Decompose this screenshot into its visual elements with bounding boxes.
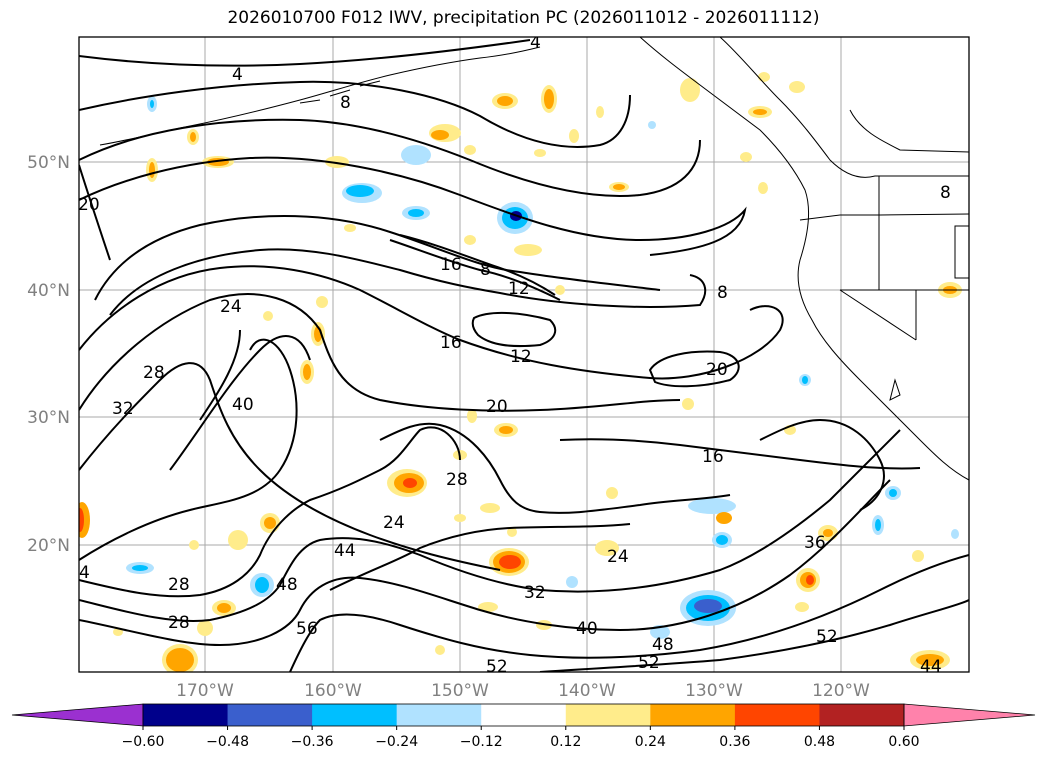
lon-label: 150°W bbox=[431, 681, 489, 700]
colorbar-tick-label: −0.12 bbox=[460, 734, 503, 750]
contour-label: 24 bbox=[607, 547, 629, 567]
contour-label: 20 bbox=[706, 360, 728, 380]
contour-label: 8 bbox=[940, 183, 951, 203]
contour-label: 32 bbox=[112, 399, 134, 419]
lat-label: 50°N bbox=[27, 153, 70, 173]
plot-title: 2026010700 F012 IWV, precipitation PC (2… bbox=[227, 8, 820, 28]
contour-label: 24 bbox=[383, 513, 405, 533]
contour-label: 44 bbox=[920, 657, 942, 677]
contour-label: 48 bbox=[652, 635, 674, 655]
colorbar-tick-label: −0.48 bbox=[206, 734, 249, 750]
contour-label: 48 bbox=[276, 575, 298, 595]
contour-label: 40 bbox=[232, 395, 254, 415]
graticule bbox=[79, 37, 969, 672]
contour-label: 52 bbox=[486, 657, 508, 677]
lat-label: 20°N bbox=[27, 536, 70, 556]
colorbar-tick-label: −0.24 bbox=[375, 734, 418, 750]
contour-label: 32 bbox=[524, 583, 546, 603]
contour-label: 52 bbox=[638, 653, 660, 673]
colorbar-segment bbox=[481, 704, 567, 726]
contour-label: 52 bbox=[816, 627, 838, 647]
colorbar-segment bbox=[143, 704, 229, 726]
contour-label: 4 bbox=[232, 65, 243, 85]
lat-labels: 50°N 40°N 30°N 20°N bbox=[27, 153, 70, 556]
colorbar-tick-label: 0.48 bbox=[804, 734, 835, 750]
contour-label: 8 bbox=[480, 260, 491, 280]
lon-label: 120°W bbox=[812, 681, 870, 700]
colorbar-tick-label: 0.24 bbox=[635, 734, 666, 750]
contour-label: 8 bbox=[340, 93, 351, 113]
contour-label: 4 bbox=[79, 563, 90, 583]
colorbar-segment bbox=[312, 704, 398, 726]
contour-label: 16 bbox=[440, 255, 462, 275]
colorbar-extend-high bbox=[903, 703, 1036, 727]
colorbar-segment bbox=[734, 704, 820, 726]
colorbar-segment bbox=[396, 704, 482, 726]
contour-labels: 4 4 8 20 24 28 32 40 16 16 12 8 12 8 20 … bbox=[78, 33, 951, 677]
colorbar-segment bbox=[565, 704, 651, 726]
contour-label: 16 bbox=[440, 333, 462, 353]
contour-label: 40 bbox=[576, 619, 598, 639]
contour-label: 36 bbox=[804, 533, 826, 553]
colorbar-tick-label: 0.36 bbox=[719, 734, 750, 750]
contour-label: 44 bbox=[334, 541, 356, 561]
colorbar-tick-label: −0.36 bbox=[291, 734, 334, 750]
contour-label: 20 bbox=[486, 397, 508, 417]
colorbar-segment bbox=[227, 704, 313, 726]
colorbar-segments bbox=[11, 703, 1036, 727]
map-panel: 4 4 8 20 24 28 32 40 16 16 12 8 12 8 20 … bbox=[27, 33, 970, 700]
iwv-contours bbox=[79, 39, 969, 672]
contour-label: 24 bbox=[220, 297, 242, 317]
colorbar-ticks: −0.60 −0.48 −0.36 −0.24 −0.12 0.12 0.24 0.36 0.4… bbox=[122, 726, 920, 750]
colorbar-tick-label: 0.60 bbox=[888, 734, 919, 750]
lon-label: 170°W bbox=[176, 681, 234, 700]
precip-shading bbox=[79, 72, 962, 672]
contour-label: 28 bbox=[446, 470, 468, 490]
colorbar-segment bbox=[819, 704, 905, 726]
lon-labels: 170°W 160°W 150°W 140°W 130°W 120°W bbox=[176, 681, 870, 700]
colorbar-segment bbox=[650, 704, 736, 726]
lat-label: 30°N bbox=[27, 408, 70, 428]
lon-label: 160°W bbox=[304, 681, 362, 700]
contour-label: 12 bbox=[510, 347, 532, 367]
map-frame bbox=[78, 36, 970, 673]
colorbar-tick-label: 0.12 bbox=[550, 734, 581, 750]
contour-label: 28 bbox=[143, 363, 165, 383]
lon-label: 130°W bbox=[685, 681, 743, 700]
contour-label: 20 bbox=[78, 195, 100, 215]
colorbar-outline bbox=[142, 703, 905, 727]
contour-label: 4 bbox=[530, 33, 541, 53]
contour-label: 28 bbox=[168, 613, 190, 633]
lat-label: 40°N bbox=[27, 281, 70, 301]
contour-label: 12 bbox=[508, 279, 530, 299]
colorbar-tick-label: −0.60 bbox=[122, 734, 165, 750]
colorbar-extend-low bbox=[11, 703, 144, 727]
contour-label: 56 bbox=[296, 619, 318, 639]
contour-label: 28 bbox=[168, 575, 190, 595]
contour-label: 16 bbox=[702, 447, 724, 467]
contour-label: 8 bbox=[717, 283, 728, 303]
lon-label: 140°W bbox=[558, 681, 616, 700]
